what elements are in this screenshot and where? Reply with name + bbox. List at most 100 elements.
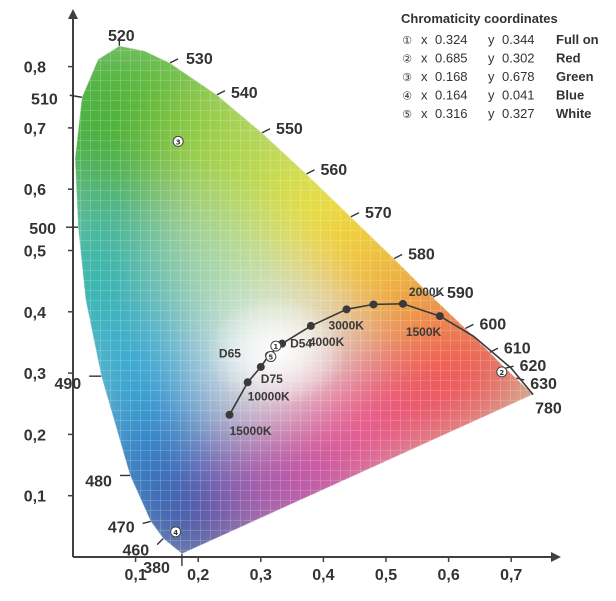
- wavelength-tick: [432, 292, 442, 298]
- planckian-label: 2000K: [409, 285, 445, 299]
- legend-y-value: 0.302: [502, 51, 535, 66]
- legend-name: Full on: [556, 32, 599, 47]
- wavelength-tick: [261, 128, 271, 134]
- wavelength-label: 490: [54, 376, 81, 393]
- wavelength-label: 580: [408, 246, 435, 263]
- wavelength-tick: [169, 58, 179, 64]
- legend-marker: ⑤: [402, 108, 412, 121]
- wavelength-label: 600: [480, 316, 507, 333]
- wavelength-label: 480: [85, 473, 112, 490]
- marker-circle: [172, 135, 184, 147]
- wavelength-label: 380: [143, 560, 170, 577]
- planckian-point: [306, 321, 315, 330]
- marker-circle: [270, 340, 282, 352]
- y-tick-label: 0,2: [24, 427, 46, 444]
- legend-marker: ④: [402, 90, 412, 103]
- wavelength-label: 500: [29, 221, 56, 238]
- planckian-label: 3000K: [329, 318, 365, 332]
- y-ticks: 0,1 0,2 0,3 0,4 0,5 0,6 0,7 0,8: [24, 60, 73, 506]
- wavelength-tick: [350, 212, 360, 218]
- wavelength-label: 520: [108, 28, 135, 45]
- marker-number: 5: [268, 354, 273, 362]
- x-ticks: 0,1 0,2 0,3 0,4 0,5 0,6 0,7: [124, 557, 522, 584]
- y-tick-label: 0,1: [24, 489, 46, 506]
- legend-x-value: 0.164: [435, 88, 468, 103]
- wavelength-tick: [156, 538, 164, 546]
- legend-x-value: 0.316: [435, 106, 468, 121]
- marker-number: 1: [273, 343, 278, 351]
- legend-y-label: y: [488, 32, 495, 47]
- planckian-label: D65: [219, 346, 241, 360]
- y-tick-label: 0,5: [24, 244, 46, 261]
- wavelength-label: 590: [447, 285, 474, 302]
- marker-circle: [496, 366, 508, 378]
- x-tick-label: 0,3: [250, 567, 272, 584]
- wavelength-label: 620: [520, 358, 547, 375]
- x-tick-label: 0,6: [437, 567, 459, 584]
- y-tick-label: 0,4: [24, 305, 46, 322]
- planckian-label: 10000K: [248, 389, 290, 403]
- wavelength-label: 780: [535, 401, 562, 418]
- legend-x-label: x: [421, 88, 428, 103]
- y-tick-label: 0,6: [24, 182, 46, 199]
- y-tick-label: 0,3: [24, 366, 46, 383]
- wavelength-tick: [142, 520, 151, 525]
- wavelength-tick: [393, 253, 403, 260]
- x-tick-label: 0,2: [187, 567, 209, 584]
- wavelength-tick: [306, 169, 315, 175]
- marker-number: 2: [499, 369, 504, 377]
- marker-circle: [265, 351, 277, 363]
- x-tick-label: 0,7: [500, 567, 522, 584]
- legend-name: White: [556, 106, 591, 121]
- planckian-point: [342, 305, 351, 314]
- y-tick-label: 0,7: [24, 121, 46, 138]
- wavelength-label: 470: [108, 519, 135, 536]
- wavelength-label: 610: [504, 340, 531, 357]
- planckian-label: D75: [261, 372, 283, 386]
- wavelength-tick: [465, 323, 474, 329]
- planckian-point: [369, 300, 378, 309]
- axes: 0,1 0,2 0,3 0,4 0,5 0,6 0,7 0,1 0,2 0,3 0,4 0,5 0,6…: [24, 9, 561, 584]
- wavelength-label: 570: [365, 205, 392, 222]
- legend-x-label: x: [421, 51, 428, 66]
- planckian-point: [256, 362, 265, 371]
- legend-x-label: x: [421, 69, 428, 84]
- marker-circle: [170, 526, 182, 538]
- legend-y-value: 0.344: [502, 32, 535, 47]
- legend-title: Chromaticity coordinates: [401, 11, 558, 26]
- legend-name: Red: [556, 51, 581, 66]
- legend-y-label: y: [488, 88, 495, 103]
- legend-x-value: 0.685: [435, 51, 468, 66]
- legend-y-value: 0.041: [502, 88, 535, 103]
- legend-marker: ②: [402, 53, 412, 66]
- legend-marker: ③: [402, 71, 412, 84]
- planckian-point: [243, 378, 252, 387]
- planckian-label: 15000K: [230, 424, 272, 438]
- wavelength-label: 630: [530, 376, 557, 393]
- legend-y-label: y: [488, 106, 495, 121]
- legend-name: Blue: [556, 88, 584, 103]
- legend-y-value: 0.327: [502, 106, 535, 121]
- chromaticity-markers: 1 2 3 4 5: [170, 135, 508, 538]
- wavelength-label: 510: [31, 91, 58, 108]
- planckian-label: 4000K: [309, 335, 345, 349]
- legend-x-value: 0.324: [435, 32, 468, 47]
- planckian-point: [398, 299, 407, 308]
- legend-y-label: y: [488, 51, 495, 66]
- legend-y-label: y: [488, 69, 495, 84]
- legend-name: Green: [556, 69, 594, 84]
- planckian-point: [435, 312, 444, 321]
- legend-y-value: 0.678: [502, 69, 535, 84]
- wavelength-label: 460: [122, 543, 149, 560]
- wavelength-tick: [216, 90, 226, 96]
- planckian-label: D54: [290, 337, 312, 351]
- x-tick-label: 0,4: [312, 567, 334, 584]
- wavelength-label: 550: [276, 121, 303, 138]
- planckian-point: [225, 410, 234, 419]
- spectral-locus-outline: [74, 45, 534, 555]
- wavelength-label: 560: [320, 162, 347, 179]
- wavelength-label: 540: [231, 85, 258, 102]
